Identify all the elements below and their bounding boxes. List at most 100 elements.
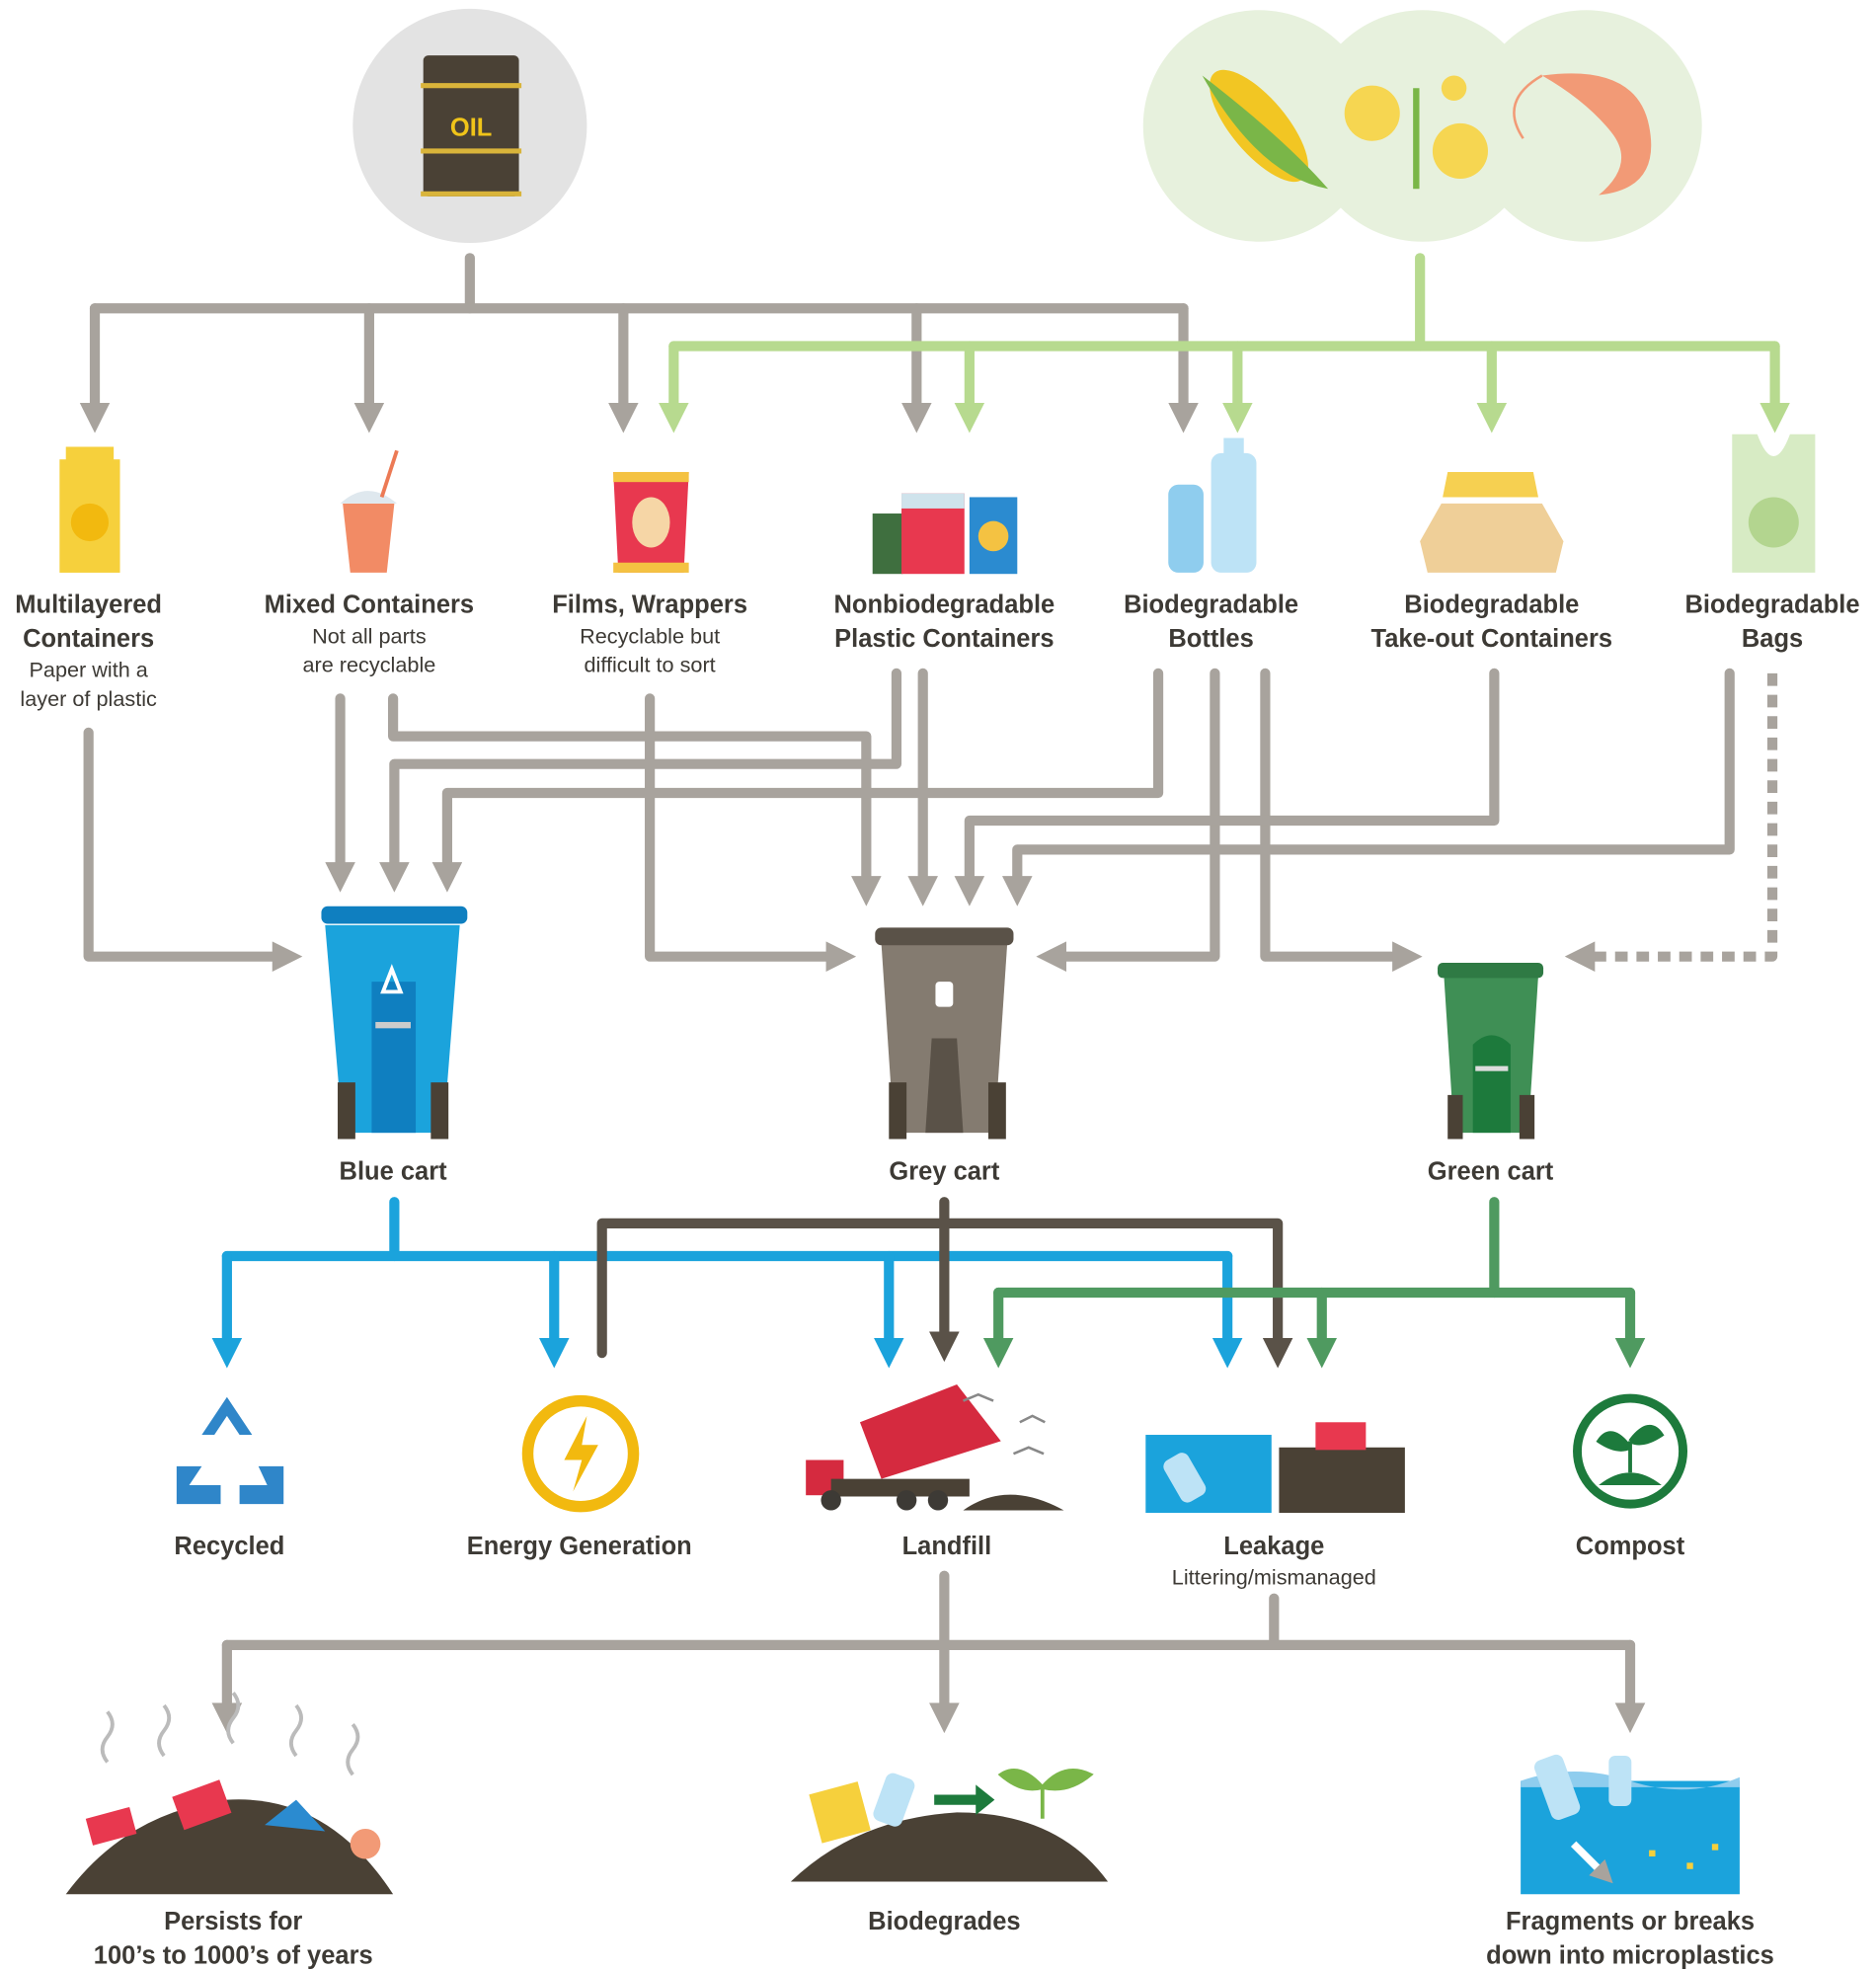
product-icons-shape <box>901 494 965 509</box>
product-icons-shape <box>71 504 109 541</box>
green-cart-icon-shape <box>1438 963 1543 978</box>
outcome-icons-shape-shape <box>928 1490 948 1510</box>
product-title: Take-out Containers <box>1371 625 1613 653</box>
body: OIL Multilayered Containers Paper with a la… <box>0 0 1876 1971</box>
outcome-title: Recycled <box>174 1533 284 1560</box>
product-icons-shape <box>632 497 669 547</box>
fate-icons-shape-shape <box>1649 1851 1655 1856</box>
bio-source <box>1143 10 1702 242</box>
fate-icons <box>66 1693 1740 1894</box>
fate-title: 100’s to 1000’s of years <box>94 1941 373 1969</box>
product-icons-shape <box>613 472 688 482</box>
product-icons-shape <box>1168 485 1204 573</box>
outcome-icons-shape <box>860 1384 1001 1479</box>
grey-cart-icon-shape <box>925 1039 963 1134</box>
page: Plastic Waste Flow {"sources":{"oil_labe… <box>0 0 1876 1971</box>
product-subtitle: Not all parts <box>312 623 427 648</box>
fate-icons-shape <box>934 1784 994 1815</box>
product-title: Bottles <box>1168 625 1253 653</box>
grey-cart-icon-shape <box>935 982 953 1006</box>
product-icons-shape <box>1443 472 1538 497</box>
outcome-icons-shape-shape <box>897 1490 916 1510</box>
product-icons-shape <box>1420 504 1563 573</box>
fate-icons-shape <box>1001 1771 1090 1819</box>
blue-cart-icon-shape <box>430 1082 448 1139</box>
product-icons-shape <box>613 563 688 573</box>
arrow <box>1017 673 1729 892</box>
product-icons-shape <box>873 513 903 574</box>
product-icons-shape <box>66 446 114 461</box>
fate-title: Biodegrades <box>868 1908 1020 1935</box>
fate-icons-shape <box>351 1829 381 1859</box>
fate-title: down into microplastics <box>1486 1941 1774 1969</box>
oil-label: OIL <box>450 115 492 142</box>
arrow <box>89 733 287 957</box>
fate-icons-shape-shape <box>1712 1844 1718 1850</box>
cart-title: Green cart <box>1428 1157 1554 1185</box>
product-icons-shape <box>343 504 394 573</box>
blue-cart-icon-shape <box>321 907 467 924</box>
product-title: Biodegradable <box>1685 591 1860 619</box>
diagram: OIL Multilayered Containers Paper with a la… <box>0 0 1876 1971</box>
fate-title: Persists for <box>164 1908 302 1935</box>
outcome-icons-shape <box>1599 1472 1662 1485</box>
outcome-title: Leakage <box>1223 1533 1324 1560</box>
product-title: Plastic Containers <box>834 625 1054 653</box>
product-subtitle: Recyclable but <box>580 623 720 648</box>
cart-title: Grey cart <box>889 1157 999 1185</box>
product-subtitle: layer of plastic <box>20 686 157 711</box>
grey-cart-icon <box>875 927 1013 1139</box>
grey-cart-icon-shape <box>889 1082 906 1139</box>
product-icons <box>59 434 1815 574</box>
product-icons-shape <box>1749 497 1799 547</box>
product-title: Bags <box>1742 625 1803 653</box>
green-cart-icon <box>1438 963 1543 1139</box>
green-cart-icon-shape <box>1475 1066 1508 1071</box>
fate-icons-shape-shape <box>1686 1862 1692 1868</box>
outcome-icons-shape <box>963 1495 1063 1511</box>
blue-cart-icon-shape <box>338 1082 355 1139</box>
outcome-icons-shape-shape <box>821 1490 840 1510</box>
bio-source-shape-shape <box>1442 75 1466 100</box>
product-subtitle: Paper with a <box>29 658 148 682</box>
oil-source: OIL <box>352 9 586 243</box>
product-title: Multilayered <box>15 591 162 619</box>
fate-icons-shape <box>1608 1756 1631 1806</box>
outcome-title: Compost <box>1576 1533 1685 1560</box>
arrow <box>1580 673 1772 957</box>
outcome-title: Landfill <box>902 1533 992 1560</box>
outcome-icons-shape <box>1279 1448 1404 1513</box>
outcome-subtitle: Littering/mismanaged <box>1172 1565 1376 1590</box>
fate-title: Fragments or breaks <box>1506 1908 1755 1935</box>
outcome-icons-shape <box>1599 1427 1662 1472</box>
product-icons-shape <box>341 491 397 504</box>
product-icons-shape <box>382 450 397 497</box>
fate-icons-shape <box>809 1781 870 1843</box>
product-title: Biodegradable <box>1124 591 1298 619</box>
product-subtitle: difficult to sort <box>585 653 716 677</box>
cart-title: Blue cart <box>340 1157 448 1185</box>
outcome-icons-shape-shape <box>240 1466 284 1504</box>
product-title: Nonbiodegradable <box>834 591 1055 619</box>
arrow <box>1265 673 1407 957</box>
blue-cart-icon <box>321 907 467 1140</box>
outcome-icons-shape-shape <box>177 1466 221 1504</box>
product-title: Films, Wrappers <box>552 591 747 619</box>
blue-cart-icon-shape <box>371 982 416 1133</box>
product-title: Biodegradable <box>1404 591 1579 619</box>
product-title: Containers <box>23 625 154 653</box>
product-subtitle: are recyclable <box>302 653 435 677</box>
product-icons-shape <box>978 521 1009 552</box>
grey-cart-icon-shape <box>875 927 1013 945</box>
green-cart-icon-shape <box>1473 1035 1511 1133</box>
outcome-icons-shape <box>1315 1422 1366 1450</box>
grey-cart-icon-shape <box>988 1082 1006 1139</box>
outcome-icons <box>177 1384 1683 1513</box>
bio-source-shape-shape <box>1433 123 1488 179</box>
green-cart-icon-shape <box>1447 1095 1462 1140</box>
outcome-icons-shape <box>1145 1435 1271 1513</box>
outcome-icons-shape <box>564 1416 597 1491</box>
arrow <box>970 673 1495 892</box>
outcome-title: Energy Generation <box>467 1533 692 1560</box>
outcome-icons-shape <box>177 1397 283 1504</box>
